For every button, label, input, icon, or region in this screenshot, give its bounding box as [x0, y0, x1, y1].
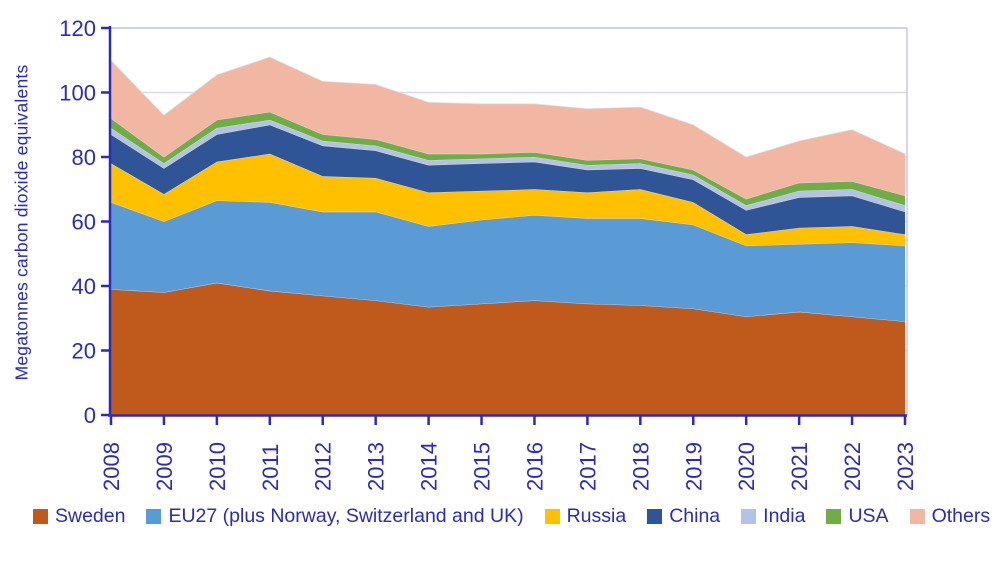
svg-text:2021: 2021 [787, 442, 812, 491]
legend-swatch-eu27 [146, 509, 162, 524]
legend-item-russia: Russia [544, 505, 627, 528]
svg-text:2013: 2013 [364, 442, 389, 491]
svg-text:2016: 2016 [522, 442, 547, 491]
legend-item-others: Others [909, 505, 991, 528]
svg-text:2020: 2020 [734, 442, 759, 491]
svg-text:20: 20 [72, 339, 96, 364]
svg-text:2017: 2017 [575, 442, 600, 491]
stacked-area-chart: 0 20 40 60 80 100 120 2008 2009 2010 2011 2012 2013 2… [59, 16, 918, 491]
legend-item-china: China [647, 505, 720, 528]
legend-label-russia: Russia [566, 505, 627, 527]
legend-swatch-others [909, 509, 925, 524]
legend-label-sweden: Sweden [55, 505, 126, 527]
svg-text:2019: 2019 [681, 442, 706, 491]
legend-label-eu27: EU27 (plus Norway, Switzerland and UK) [168, 505, 524, 527]
svg-text:2022: 2022 [840, 442, 865, 491]
svg-text:2011: 2011 [258, 444, 283, 491]
legend-label-usa: USA [848, 505, 889, 527]
svg-text:60: 60 [72, 210, 96, 235]
svg-text:80: 80 [72, 145, 96, 170]
legend-swatch-china [647, 509, 663, 524]
legend-label-others: Others [931, 505, 991, 527]
svg-text:120: 120 [59, 16, 96, 41]
legend-swatch-sweden [33, 509, 48, 524]
svg-text:2012: 2012 [311, 442, 336, 491]
svg-text:2009: 2009 [152, 442, 177, 491]
svg-text:2010: 2010 [205, 442, 230, 491]
legend-swatch-russia [544, 509, 560, 524]
legend-swatch-usa [826, 509, 842, 524]
legend-item-eu27: EU27 (plus Norway, Switzerland and UK) [146, 505, 524, 528]
legend-label-india: India [763, 505, 806, 527]
legend-swatch-india [741, 509, 757, 524]
legend-label-china: China [669, 505, 721, 527]
legend: Sweden EU27 (plus Norway, Switzerland an… [33, 505, 993, 528]
svg-text:2018: 2018 [628, 442, 653, 491]
svg-text:100: 100 [59, 81, 96, 106]
legend-item-usa: USA [826, 505, 889, 528]
legend-item-india: India [741, 505, 805, 528]
svg-text:2015: 2015 [470, 442, 495, 491]
legend-item-sweden: Sweden [33, 505, 125, 528]
svg-text:40: 40 [72, 274, 96, 299]
svg-text:0: 0 [84, 403, 96, 428]
svg-text:2014: 2014 [417, 442, 442, 491]
svg-text:2023: 2023 [893, 442, 918, 491]
svg-text:2008: 2008 [99, 442, 124, 491]
